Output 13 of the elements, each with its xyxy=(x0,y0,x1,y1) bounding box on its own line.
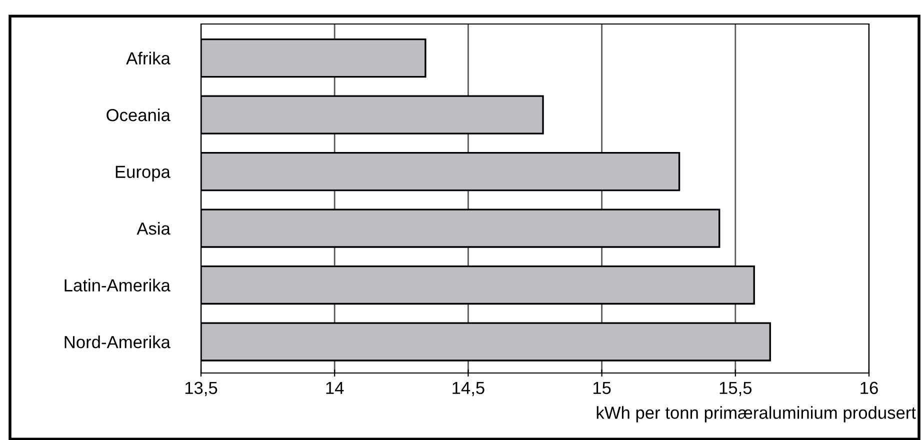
x-axis-title: kWh per tonn primæraluminium produsert xyxy=(596,406,916,422)
x-tick-label: 13,5 xyxy=(185,382,218,396)
x-tick-label: 15,5 xyxy=(720,382,752,396)
x-tick-label: 15 xyxy=(593,382,611,394)
x-tick-label: 14 xyxy=(326,382,344,394)
x-tick-label: 14,5 xyxy=(452,382,484,396)
y-tick-label: Latin-Amerika xyxy=(64,278,170,292)
x-tick-label: 16 xyxy=(860,382,878,394)
y-tick-label: Asia xyxy=(136,222,170,235)
y-tick-label: Europa xyxy=(116,166,170,182)
y-tick-label: Afrika xyxy=(126,52,170,65)
y-tick-label: Nord-Amerika xyxy=(64,336,170,348)
y-tick-label: Oceania xyxy=(106,108,170,122)
